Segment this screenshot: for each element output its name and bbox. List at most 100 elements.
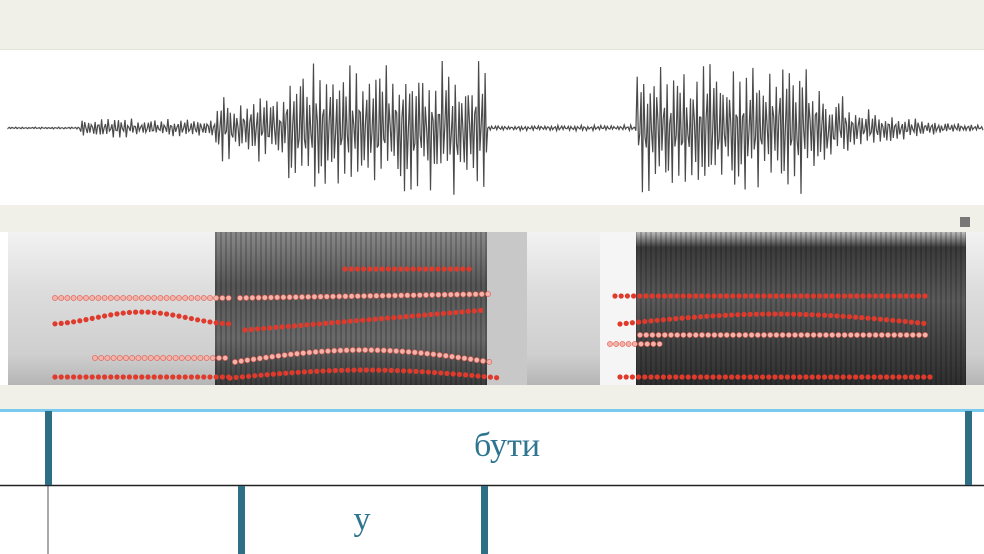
formant-dot	[760, 374, 765, 379]
formant-dot	[636, 320, 641, 325]
formant-dot	[847, 314, 852, 319]
formant-dot	[325, 348, 330, 353]
formant-dot	[717, 374, 722, 379]
formant-dot	[479, 292, 484, 297]
formant-dot	[896, 318, 901, 323]
formant-dot	[397, 314, 402, 319]
formant-dot	[910, 293, 915, 298]
formant-dot	[861, 332, 866, 337]
formant-dot	[412, 350, 417, 355]
formant-dot	[258, 373, 263, 378]
formant-dot	[373, 266, 378, 271]
formant-dot	[749, 293, 754, 298]
formant-dot	[145, 310, 150, 315]
formant-dot	[873, 293, 878, 298]
formant-dot	[435, 311, 440, 316]
formant-dot	[748, 312, 753, 317]
formant-dot	[252, 373, 257, 378]
formant-dot	[648, 374, 653, 379]
formant-dot	[921, 374, 926, 379]
formant-dot	[817, 293, 822, 298]
formant-dot	[730, 332, 735, 337]
formant-dot	[909, 320, 914, 325]
formant-dot	[65, 295, 70, 300]
formant-dot	[220, 321, 225, 326]
separator-band	[0, 205, 984, 232]
formant-dot	[842, 332, 847, 337]
formant-dot	[164, 311, 169, 316]
formant-dot	[810, 374, 815, 379]
formant-dot	[668, 293, 673, 298]
formant-dot	[706, 332, 711, 337]
formant-dot	[816, 312, 821, 317]
formant-dot	[250, 295, 255, 300]
formant-dot	[405, 293, 410, 298]
formant-dot	[828, 313, 833, 318]
formant-dot	[361, 266, 366, 271]
formant-dot	[267, 325, 272, 330]
page: бути у (() => { const data = JSON.parse(…	[0, 0, 984, 554]
formant-dot	[811, 332, 816, 337]
formant-dot	[667, 374, 672, 379]
formant-dot	[432, 370, 437, 375]
formant-dot	[133, 295, 138, 300]
formant-dot	[822, 374, 827, 379]
formant-dot	[96, 295, 101, 300]
formant-dot	[848, 332, 853, 337]
formant-dot	[865, 316, 870, 321]
formant-dot	[755, 332, 760, 337]
formant-dot	[306, 294, 311, 299]
formant-dot	[320, 368, 325, 373]
formant-dot	[644, 332, 649, 337]
formant-dot	[847, 374, 852, 379]
interval-label[interactable]: у	[354, 501, 371, 538]
formant-dot	[207, 374, 212, 379]
formant-dot	[176, 295, 181, 300]
formant-dot	[65, 374, 70, 379]
formant-dot	[355, 294, 360, 299]
formant-dot	[761, 293, 766, 298]
formant-dot	[712, 293, 717, 298]
formant-dot	[735, 312, 740, 317]
formant-dot	[127, 374, 132, 379]
formant-dot	[482, 374, 487, 379]
formant-dot	[105, 355, 110, 360]
formant-dot	[624, 374, 629, 379]
formant-dot	[92, 355, 97, 360]
formant-dot	[896, 374, 901, 379]
formant-dot	[339, 368, 344, 373]
formant-dot	[624, 321, 629, 326]
formant-dot	[811, 293, 816, 298]
formant-dot	[467, 292, 472, 297]
formant-dot	[185, 355, 190, 360]
formant-dot	[441, 311, 446, 316]
formant-dot	[145, 374, 150, 379]
formant-dot	[207, 319, 212, 324]
formant-dot	[121, 310, 126, 315]
formant-dot	[792, 293, 797, 298]
formant-dot	[220, 295, 225, 300]
formant-dot	[730, 293, 735, 298]
formant-dot	[923, 332, 928, 337]
formant-dot	[631, 293, 636, 298]
formant-dot	[768, 332, 773, 337]
formant-dot	[71, 319, 76, 324]
formant-dot	[474, 357, 479, 362]
formant-dot	[431, 352, 436, 357]
interval-label[interactable]: бути	[474, 427, 540, 464]
formant-dot	[312, 294, 317, 299]
formant-dot	[884, 317, 889, 322]
formant-dot	[114, 374, 119, 379]
formant-dot	[643, 293, 648, 298]
formant-dot	[52, 295, 57, 300]
formant-dot	[244, 295, 249, 300]
formant-dot	[333, 368, 338, 373]
formant-dot	[246, 374, 251, 379]
formant-dot	[822, 313, 827, 318]
formant-dot	[170, 374, 175, 379]
formant-dot	[468, 357, 473, 362]
formant-dot	[836, 332, 841, 337]
formant-dot	[661, 374, 666, 379]
boundary	[965, 411, 972, 485]
formant-dot	[774, 293, 779, 298]
